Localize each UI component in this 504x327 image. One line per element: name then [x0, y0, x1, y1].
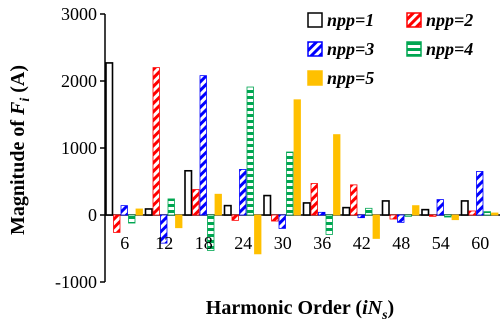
bar-npp-2-30 — [271, 214, 279, 222]
x-tick-group: 6 12 18 24 30 36 42 48 54 60 — [120, 233, 489, 253]
bar-npp-5-60 — [491, 212, 499, 216]
legend: npp=1 npp=2 npp=3 npp=4 npp=5 — [307, 10, 473, 88]
legend-swatch — [307, 12, 323, 28]
legend-item: npp=4 — [406, 39, 473, 59]
x-tick-label: 36 — [313, 233, 331, 253]
x-tick-label: 54 — [432, 233, 450, 253]
bar-npp-4-18 — [207, 214, 215, 251]
bar-npp-5-30 — [293, 99, 301, 216]
legend-label: npp=3 — [327, 39, 374, 59]
bar-npp-4-54 — [444, 214, 452, 218]
legend-swatch — [406, 12, 422, 28]
bar-npp-1-30 — [263, 194, 272, 216]
x-tick-label: 48 — [392, 233, 410, 253]
bar-npp-2-6 — [113, 214, 121, 233]
y-tick-group: -1000 0 1000 2000 3000 — [55, 4, 105, 292]
bar-npp-4-42 — [365, 207, 373, 216]
x-tick-label: 30 — [274, 233, 292, 253]
y-tick-label: 3000 — [61, 4, 97, 24]
y-axis-label-prefix: Magnitude of — [7, 115, 29, 235]
bar-npp-1-42 — [342, 206, 351, 216]
bar-npp-1-60 — [460, 200, 469, 216]
y-tick-label: 1000 — [61, 138, 97, 158]
bar-npp-2-12 — [152, 67, 160, 216]
legend-swatch — [307, 41, 323, 57]
legend-item: npp=1 — [307, 10, 374, 30]
bar-npp-1-12 — [144, 208, 153, 216]
bar-npp-1-36 — [302, 202, 311, 216]
y-axis-label-unit: (A) — [7, 65, 29, 98]
legend-swatch — [406, 41, 422, 57]
bar-npp-5-12 — [175, 214, 183, 229]
x-axis-label-subscript: s — [381, 308, 388, 323]
x-axis-label-prefix: Harmonic Order ( — [206, 297, 363, 319]
bar-npp-5-36 — [333, 134, 341, 216]
y-axis-label-symbol: F — [7, 101, 29, 116]
bar-npp-3-54 — [436, 199, 444, 216]
legend-label: npp=4 — [426, 39, 473, 59]
bar-npp-3-12 — [160, 214, 168, 244]
y-tick-label: 0 — [88, 205, 97, 225]
legend-swatch — [307, 70, 323, 86]
bar-npp-1-48 — [381, 200, 390, 216]
y-tick-label: -1000 — [55, 272, 97, 292]
x-axis-label-symbol: iN — [362, 297, 384, 319]
bar-npp-2-60 — [468, 210, 476, 216]
bar-npp-1-54 — [421, 208, 430, 216]
bar-npp-4-48 — [404, 214, 412, 217]
bar-npp-5-54 — [451, 214, 459, 221]
legend-item: npp=3 — [307, 39, 374, 59]
y-axis-label-subscript: i — [18, 98, 33, 102]
bar-group — [105, 62, 499, 255]
x-axis-label: Harmonic Order (iNs) — [206, 297, 394, 323]
bar-npp-1-18 — [184, 169, 193, 216]
bar-npp-2-24 — [231, 214, 239, 221]
bar-npp-5-42 — [372, 214, 380, 239]
bar-npp-2-42 — [350, 184, 358, 216]
plot-area: -1000 0 1000 2000 3000 6 12 18 24 30 36 42 48 54 60 — [55, 4, 500, 292]
bar-npp-3-48 — [397, 214, 405, 223]
x-tick-label: 60 — [471, 233, 489, 253]
bar-npp-2-48 — [389, 214, 397, 220]
legend-label: npp=2 — [426, 10, 473, 30]
legend-label: npp=1 — [327, 10, 374, 30]
legend-item: npp=5 — [307, 68, 374, 88]
y-axis-label: Magnitude of Fi (A) — [7, 65, 33, 235]
bar-npp-5-18 — [214, 193, 222, 216]
x-axis-label-suffix: ) — [388, 297, 395, 319]
bar-npp-4-12 — [167, 198, 175, 216]
bar-npp-3-18 — [199, 75, 207, 216]
bar-npp-2-54 — [429, 214, 437, 217]
bar-npp-1-24 — [223, 204, 232, 216]
bar-npp-4-36 — [325, 214, 333, 235]
bar-npp-2-36 — [310, 183, 318, 216]
bar-npp-1-6 — [105, 62, 114, 216]
bar-npp-4-30 — [286, 151, 294, 216]
bar-npp-5-48 — [412, 205, 420, 216]
bar-npp-4-24 — [246, 86, 254, 216]
bar-npp-3-24 — [239, 169, 247, 216]
x-tick-label: 6 — [120, 233, 129, 253]
legend-item: npp=2 — [406, 10, 473, 30]
x-tick-label: 12 — [155, 233, 173, 253]
x-tick-label: 24 — [234, 233, 252, 253]
bar-npp-3-36 — [318, 211, 326, 216]
legend-label: npp=5 — [327, 68, 374, 88]
bar-npp-5-6 — [135, 208, 143, 216]
x-tick-label: 18 — [195, 233, 213, 253]
x-tick-label: 42 — [353, 233, 371, 253]
bar-npp-3-60 — [476, 171, 484, 216]
bar-npp-3-42 — [357, 214, 365, 219]
bar-npp-3-6 — [120, 205, 128, 216]
y-tick-label: 2000 — [61, 71, 97, 91]
bar-npp-2-18 — [192, 189, 200, 216]
bar-npp-4-6 — [128, 214, 136, 224]
bar-npp-3-30 — [278, 214, 286, 229]
bar-npp-4-60 — [483, 211, 491, 216]
bar-npp-5-24 — [254, 214, 262, 255]
